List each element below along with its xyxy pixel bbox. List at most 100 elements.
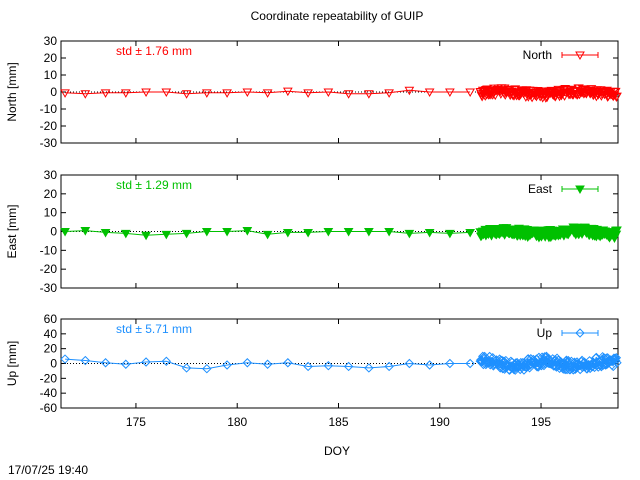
data-point [242, 358, 253, 368]
data-point [465, 228, 476, 238]
data-point [384, 228, 394, 237]
high-rate-point [521, 362, 532, 373]
high-rate-point [538, 355, 549, 365]
data-point [445, 358, 455, 369]
high-rate-point [568, 365, 578, 375]
x-tick-label: 190 [430, 415, 450, 429]
chart-title: Coordinate repeatability of GUIP [251, 9, 424, 23]
high-rate-point [532, 360, 543, 371]
high-rate-point [612, 357, 622, 368]
high-rate-point [566, 85, 577, 95]
panels: 30 20 10 0 -10 -20 -30 North [mm] std ± 1.76 mm N… [5, 34, 622, 429]
data-point [100, 358, 111, 368]
data-point [424, 228, 435, 238]
data-point [303, 89, 313, 98]
y-tick-label: 60 [44, 312, 58, 326]
data-point [404, 358, 415, 369]
data-point [181, 90, 192, 99]
y-axis-label: East [mm] [5, 204, 19, 258]
east-panel: 30 20 10 0 -10 -20 -30 East [mm] std ± 1.29 mm Ea… [5, 168, 622, 295]
north-panel: 30 20 10 0 -10 -20 -30 North [mm] std ± 1.76 mm N… [5, 34, 622, 150]
data-point [323, 228, 334, 237]
legend-label: East [528, 182, 553, 196]
data-point [404, 229, 415, 239]
legend-marker [575, 328, 585, 338]
y-tick-label: 0 [50, 225, 57, 239]
data-point [141, 88, 151, 98]
high-rate-point [593, 362, 603, 372]
std-label: std ± 1.29 mm [116, 178, 192, 192]
high-rate-point [581, 361, 591, 371]
data-point [222, 89, 232, 98]
high-rate-point [610, 353, 620, 363]
data-point [283, 358, 293, 368]
data-point [282, 87, 293, 97]
x-tick-label: 195 [531, 415, 551, 429]
y-tick-label: -40 [40, 386, 58, 400]
data-point [323, 361, 334, 371]
data-point [80, 227, 91, 236]
x-tick-label: 180 [227, 415, 247, 429]
y-tick-label: -10 [40, 243, 58, 257]
data-point [201, 89, 212, 98]
data-point [120, 89, 131, 98]
data-point [100, 89, 111, 98]
data-point [141, 357, 151, 367]
data-point [80, 90, 91, 99]
y-tick-label: -30 [40, 136, 58, 150]
data-point [343, 228, 354, 237]
high-rate-point [598, 360, 608, 370]
legend-marker [575, 51, 585, 61]
data-point [424, 360, 435, 370]
data-point [384, 89, 394, 98]
data-point [100, 228, 111, 238]
y-tick-label: 20 [44, 187, 58, 201]
y-tick-label: 20 [44, 342, 58, 356]
data-point [242, 227, 253, 236]
data-point [161, 230, 172, 240]
y-tick-label: 0 [50, 85, 57, 99]
data-point [364, 228, 374, 237]
data-point [282, 228, 293, 238]
data-point [262, 230, 273, 240]
data-point [161, 356, 172, 366]
high-rate-point [611, 353, 622, 363]
data-point [60, 354, 70, 364]
data-point [202, 363, 212, 374]
data-point [445, 229, 455, 239]
timestamp: 17/07/25 19:40 [8, 463, 88, 477]
data-point [60, 228, 70, 237]
data-point [141, 231, 151, 241]
data-point [465, 358, 475, 369]
y-tick-label: 40 [44, 327, 58, 341]
data-point [262, 89, 273, 98]
high-rate-point [491, 355, 502, 365]
high-rate-point [610, 87, 621, 97]
y-tick-label: 30 [44, 168, 58, 182]
data-point [181, 229, 192, 239]
y-tick-label: -10 [40, 102, 58, 116]
y-tick-label: 10 [44, 206, 58, 220]
data-point [384, 361, 394, 372]
data-point [222, 360, 232, 370]
y-tick-label: -20 [40, 262, 58, 276]
daily-series-line [65, 89, 471, 95]
y-tick-label: -60 [40, 401, 58, 415]
data-point [60, 89, 70, 98]
data-point [161, 88, 172, 98]
data-point [181, 363, 192, 373]
data-point [404, 86, 415, 96]
high-rate-point [484, 351, 495, 362]
x-tick-label: 185 [328, 415, 348, 429]
legend-label: Up [537, 326, 553, 340]
data-point [242, 88, 253, 98]
data-point [445, 88, 455, 98]
y-tick-label: 10 [44, 68, 58, 82]
data-point [303, 361, 313, 372]
data-point [121, 359, 131, 369]
data-point [303, 228, 313, 238]
high-rate-point [536, 361, 547, 371]
std-label: std ± 1.76 mm [116, 44, 192, 58]
